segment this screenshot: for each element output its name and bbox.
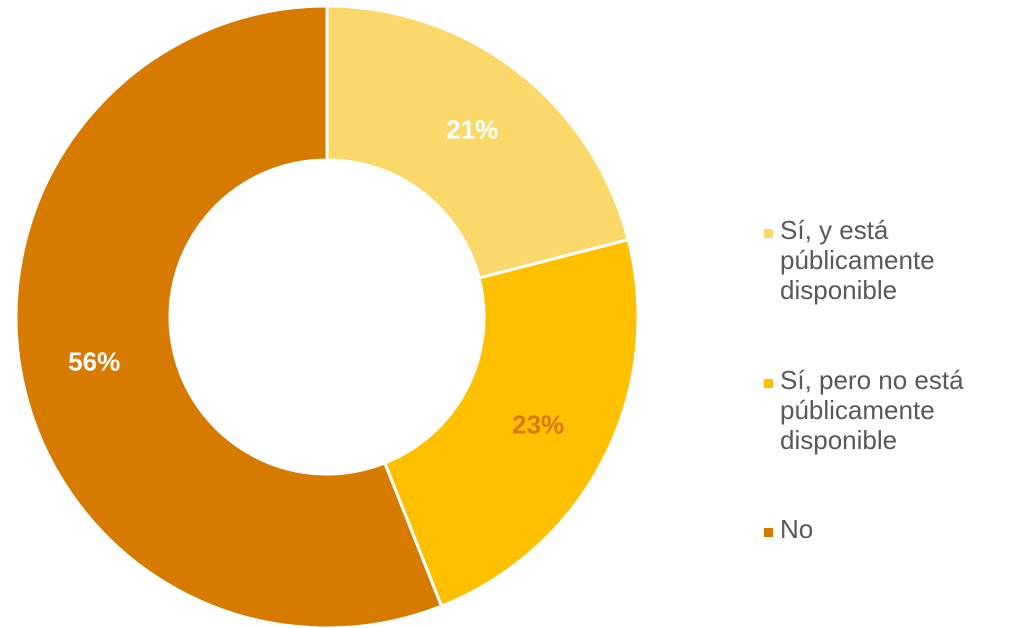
legend-swatch [764,528,773,537]
legend-item-not-publicly-available: Sí, pero no está públicamente disponible [764,365,1020,455]
legend-item-no: No [764,514,1020,544]
donut-slice-2 [14,4,444,628]
donut-chart: 21% 23% 56% [14,4,640,628]
data-label-0: 21% [446,115,498,145]
donut-slice-1 [382,237,640,609]
donut-slice-0 [325,4,631,280]
legend-swatch [764,229,773,238]
legend-item-publicly-available: Sí, y está públicamente disponible [764,215,1020,305]
legend-label: Sí, pero no está públicamente disponible [780,365,964,455]
legend-swatch [764,379,773,388]
legend-label: No [780,514,814,544]
legend-label: Sí, y está públicamente disponible [780,215,935,305]
data-label-2: 56% [68,346,120,376]
data-label-1: 23% [512,410,564,440]
legend: Sí, y está públicamente disponible Sí, p… [764,0,1024,628]
